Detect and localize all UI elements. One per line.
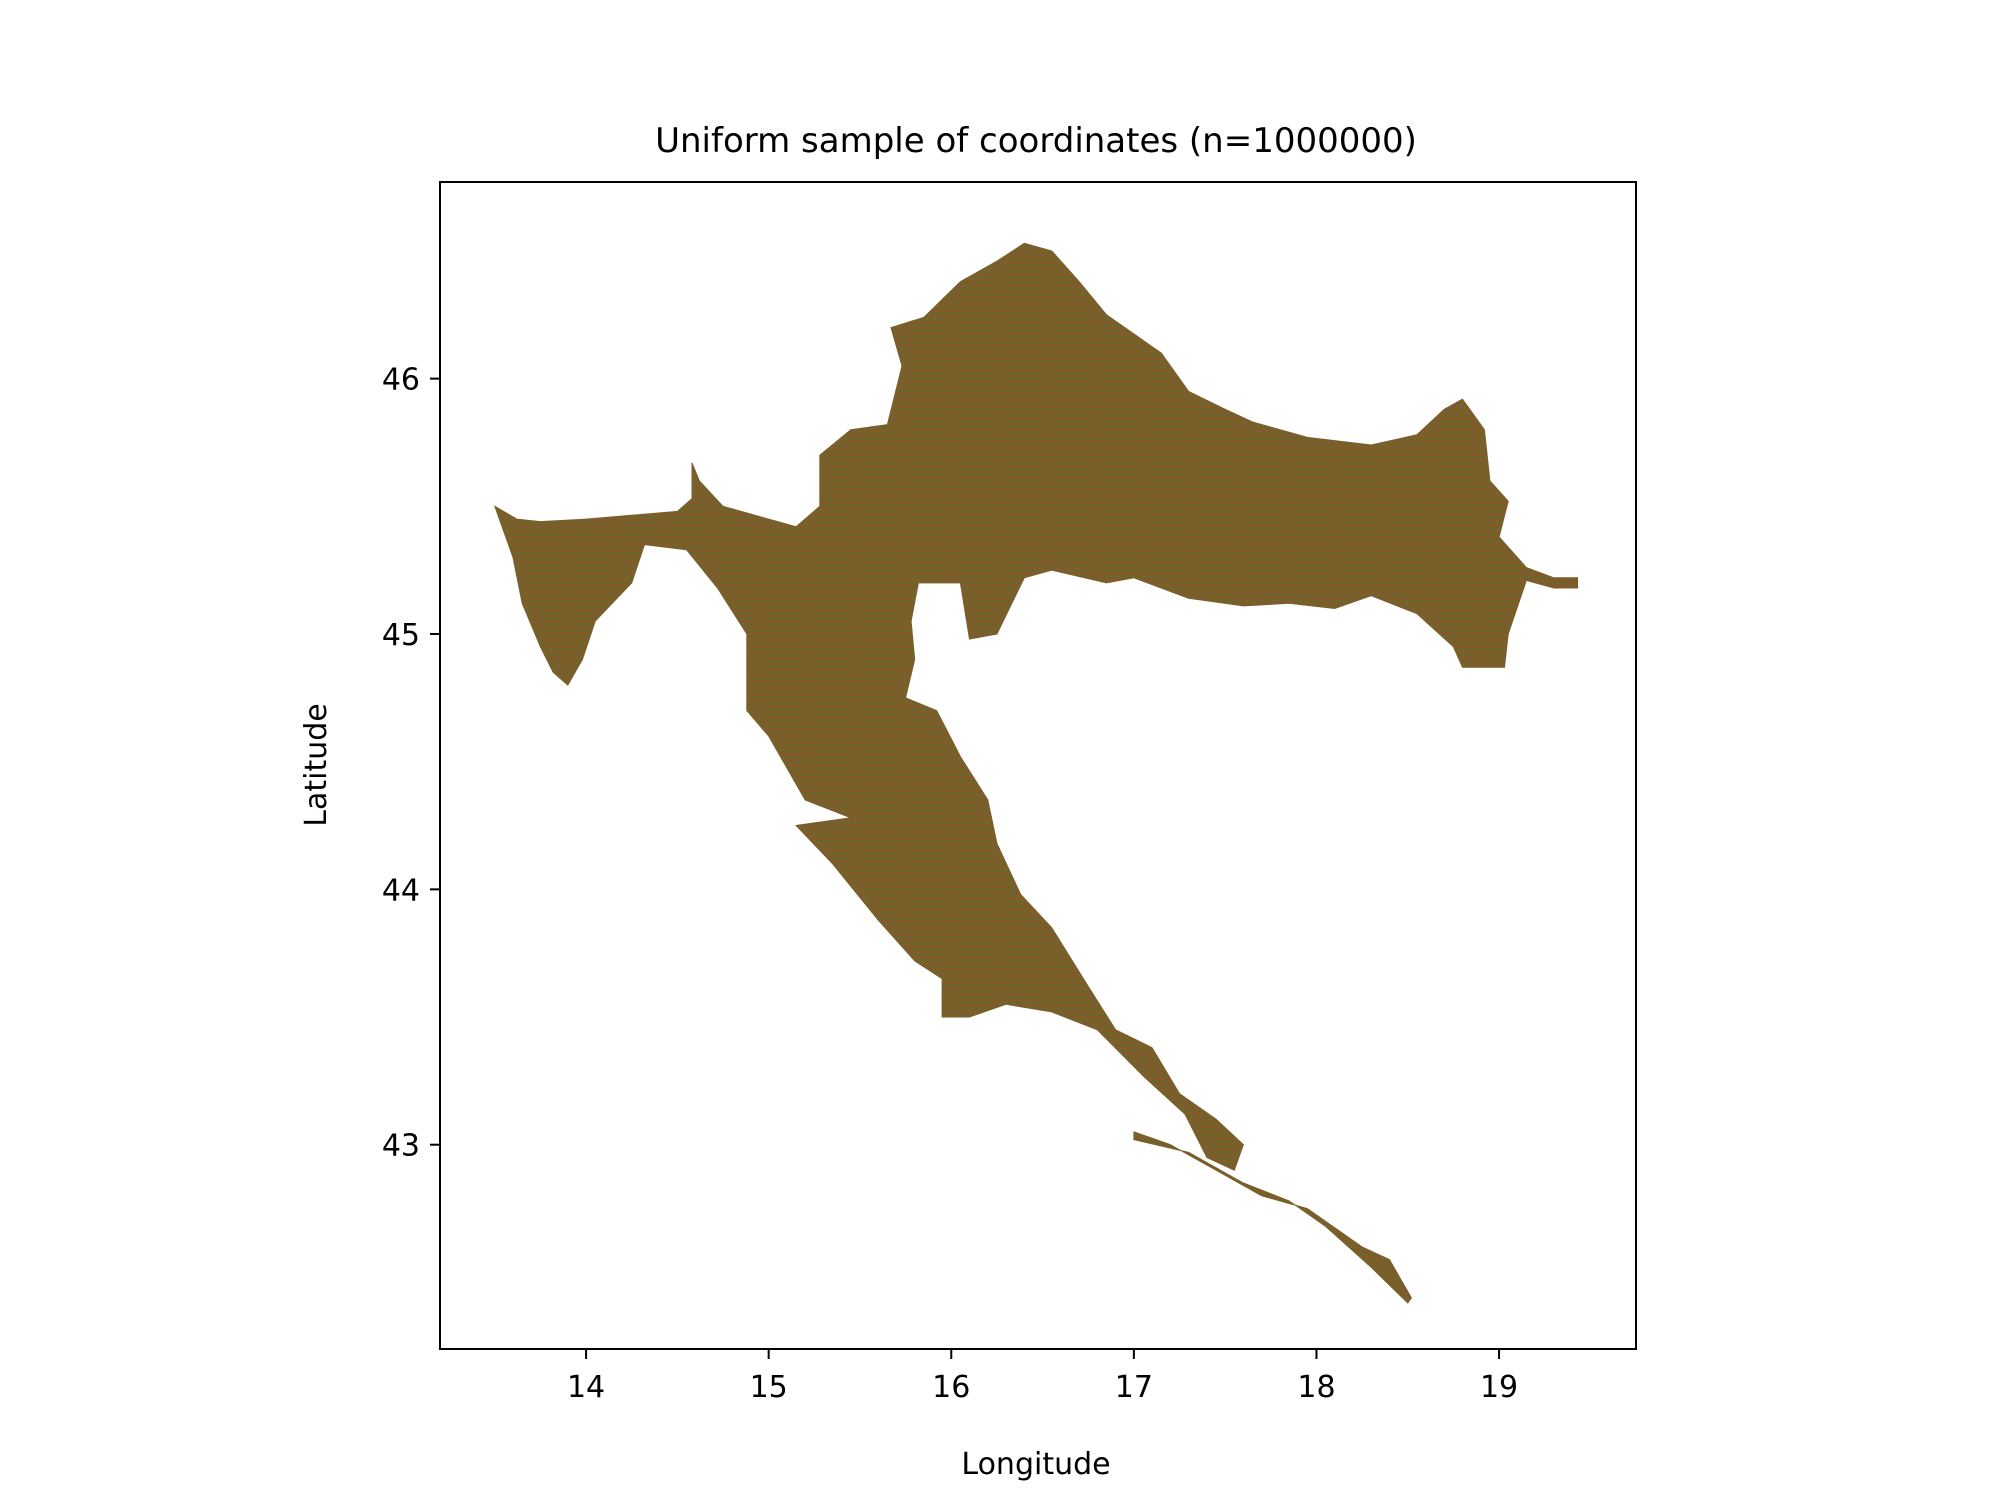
y-axis-label: Latitude (299, 703, 334, 826)
y-tick-label: 44 (382, 873, 420, 908)
y-tick-label: 46 (382, 363, 420, 398)
y-tick-label: 43 (382, 1129, 420, 1164)
x-tick-label: 18 (1297, 1370, 1335, 1405)
chart-title: Uniform sample of coordinates (n=1000000… (655, 121, 1417, 161)
x-tick-label: 19 (1480, 1370, 1518, 1405)
x-axis: 14 15 16 17 18 19 (567, 1349, 1518, 1405)
y-tick-label: 45 (382, 618, 420, 653)
sample-regions (493, 242, 1579, 1304)
x-axis-label: Longitude (961, 1447, 1110, 1482)
x-tick-label: 15 (750, 1370, 788, 1405)
plot-area (493, 242, 1579, 1304)
y-axis: 43 44 45 46 (382, 363, 440, 1164)
sample-region-2 (1133, 1131, 1412, 1304)
x-tick-label: 14 (567, 1370, 605, 1405)
x-tick-label: 16 (932, 1370, 970, 1405)
sample-region-1 (493, 242, 1579, 1171)
plot-frame (439, 181, 1637, 1350)
x-tick-label: 17 (1115, 1370, 1153, 1405)
